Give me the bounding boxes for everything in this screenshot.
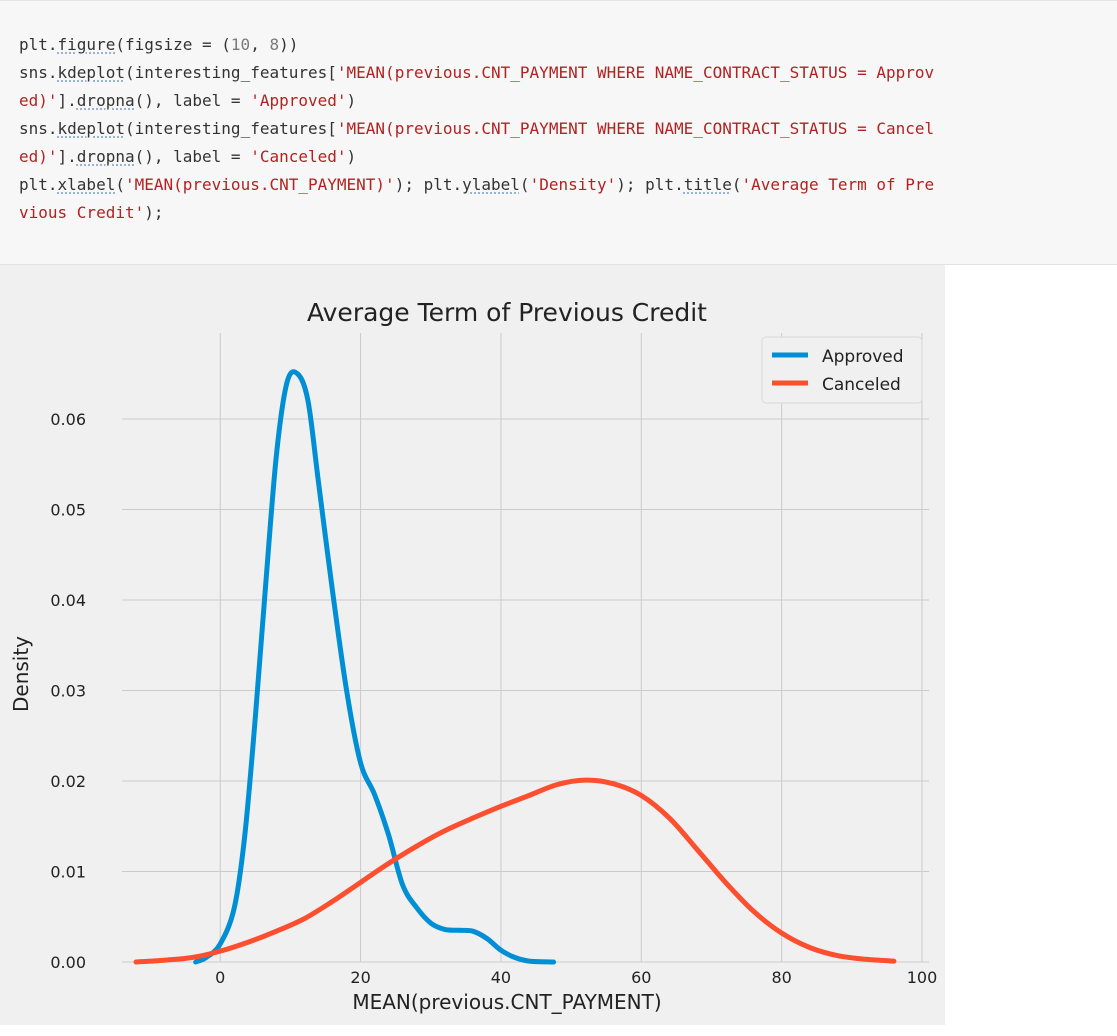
code-token: (), label = (134, 91, 251, 110)
code-token: plt. (19, 35, 58, 54)
code-token: , (250, 35, 270, 54)
code-token: ]. (57, 91, 77, 110)
kde-chart: 0 20 40 60 80 100 0.00 0.01 0.02 0.03 0.04 0.05 0.06… (0, 265, 945, 1025)
chart-title: Average Term of Previous Credit (307, 298, 707, 327)
x-tick-label: 60 (631, 968, 651, 987)
code-token: sns. (19, 63, 58, 82)
x-tick-label: 40 (491, 968, 511, 987)
code-token: kdeplot (57, 63, 125, 82)
code-token: plt. (19, 175, 58, 194)
code-token: title (683, 175, 732, 194)
code-token: 'MEAN(previous.CNT_PAYMENT WHERE NAME_CO… (336, 119, 935, 138)
code-token: 'Density' (529, 175, 617, 194)
code-token: 'MEAN(previous.CNT_PAYMENT)' (124, 175, 395, 194)
series-layer (133, 369, 897, 965)
x-tick-label: 0 (215, 968, 225, 987)
legend: Approved Canceled (761, 336, 923, 404)
code-line: ed)'].dropna(), label = 'Canceled') (19, 147, 356, 166)
y-tick-label: 0.01 (50, 862, 86, 881)
code-token: kdeplot (57, 119, 125, 138)
tick-labels: 0 20 40 60 80 100 0.00 0.01 0.02 0.03 0.04 0.05 0.06 (50, 410, 937, 987)
code-token: dropna (76, 147, 135, 166)
code-line: plt.xlabel('MEAN(previous.CNT_PAYMENT)')… (19, 175, 934, 194)
code-token: ( (731, 175, 742, 194)
code-line: plt.figure(figsize = (10, 8)) (19, 35, 298, 54)
y-tick-label: 0.03 (50, 681, 86, 700)
code-token: 8 (269, 35, 280, 54)
code-token: 'Approved' (250, 91, 347, 110)
code-token: 10 (230, 35, 251, 54)
code-line: ed)'].dropna(), label = 'Approved') (19, 91, 356, 110)
code-token: ) (346, 91, 357, 110)
code-token: (interesting_features[ (124, 119, 337, 138)
y-tick-label: 0.04 (50, 591, 86, 610)
legend-label-canceled: Canceled (822, 375, 901, 395)
y-tick-label: 0.00 (50, 953, 86, 972)
legend-label-approved: Approved (822, 347, 904, 367)
x-tick-label: 80 (771, 968, 791, 987)
code-token: ed)' (19, 91, 58, 110)
code-line: sns.kdeplot(interesting_features['MEAN(p… (19, 119, 934, 138)
code-token: dropna (76, 91, 135, 110)
y-tick-label: 0.02 (50, 772, 86, 791)
x-axis-label: MEAN(previous.CNT_PAYMENT) (352, 990, 661, 1014)
code-token: ) (346, 147, 357, 166)
code-token: ]. (57, 147, 77, 166)
code-token: ed)' (19, 147, 58, 166)
code-line: vious Credit'); (19, 203, 164, 222)
code-token: ( (519, 175, 530, 194)
code-token: (figsize = ( (115, 35, 231, 54)
code-token: sns. (19, 119, 58, 138)
code-token: ylabel (462, 175, 520, 194)
code-token: (interesting_features[ (124, 63, 337, 82)
code-token: ); (144, 203, 164, 222)
y-axis-label: Density (9, 636, 33, 712)
series-line-canceled (133, 777, 897, 965)
code-token: vious Credit' (19, 203, 145, 222)
x-tick-label: 100 (907, 968, 938, 987)
code-token: )) (279, 35, 299, 54)
code-token: (), label = (134, 147, 251, 166)
y-tick-label: 0.05 (50, 500, 86, 519)
code-token: 'MEAN(previous.CNT_PAYMENT WHERE NAME_CO… (336, 63, 935, 82)
code-token: xlabel (57, 175, 116, 194)
code-token: 'Canceled' (250, 147, 347, 166)
x-tick-label: 20 (350, 968, 370, 987)
grid (122, 333, 929, 963)
code-token: ); plt. (394, 175, 463, 194)
y-tick-label: 0.06 (50, 410, 86, 429)
code-token: ( (115, 175, 125, 194)
code-token: figure (57, 35, 116, 54)
series-line-approved (193, 369, 557, 965)
code-line: sns.kdeplot(interesting_features['MEAN(p… (19, 63, 934, 82)
code-cell[interactable]: plt.figure(figsize = (10, 8)) sns.kdeplot… (0, 0, 1117, 265)
code-token: 'Average Term of Pre (741, 175, 935, 194)
code-token: ); plt. (616, 175, 684, 194)
